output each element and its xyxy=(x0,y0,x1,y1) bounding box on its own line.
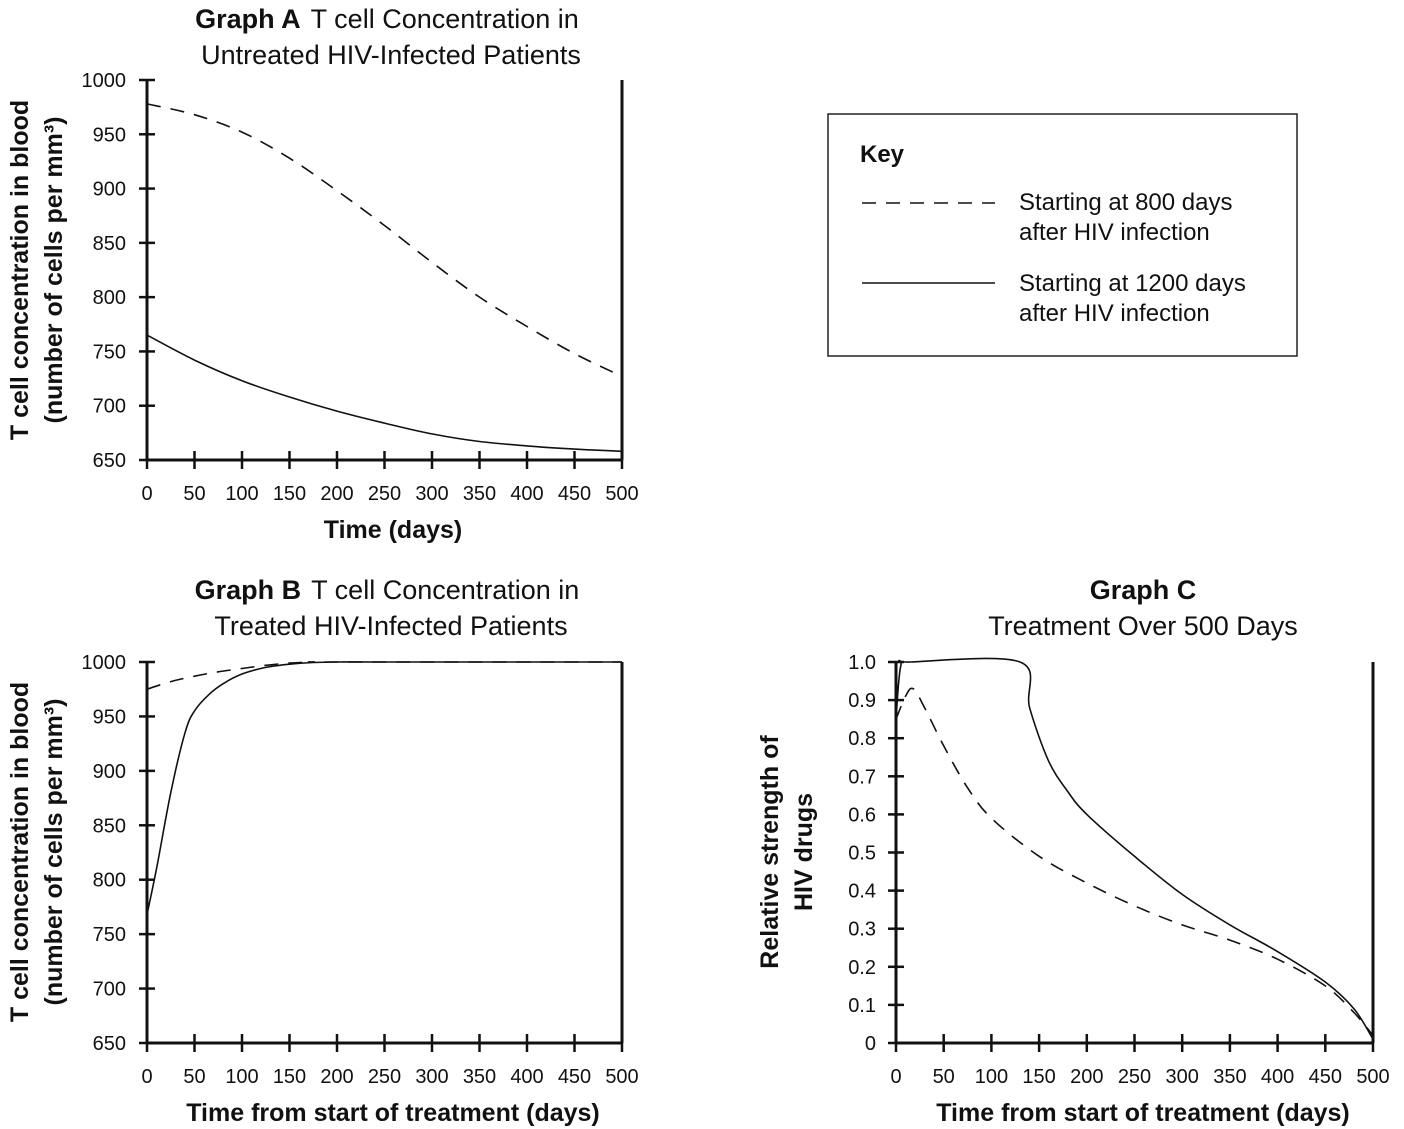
graph-c-y-tick-label: 0.6 xyxy=(848,804,876,826)
graph-c-x-tick-label: 450 xyxy=(1309,1066,1342,1088)
graph-c-y-tick-label: 0 xyxy=(865,1033,876,1055)
graph-c-x-tick-label: 400 xyxy=(1261,1066,1294,1088)
graph-a-x-tick-label: 300 xyxy=(415,483,448,505)
graph-b-x-tick-label: 450 xyxy=(558,1066,591,1088)
graph-b-x-tick-label: 350 xyxy=(463,1066,496,1088)
graph-c-ylabel-line2: HIV drugs xyxy=(790,793,818,911)
graph-c-x-tick-label: 0 xyxy=(890,1066,901,1088)
graph-b-dashed-series-line xyxy=(146,661,622,690)
graph-a-x-tick-label: 350 xyxy=(463,483,496,505)
graph-b-y-tick-label: 850 xyxy=(93,815,126,837)
graph-c-x-tick-label: 250 xyxy=(1118,1066,1151,1088)
graph-c-x-tick-label: 300 xyxy=(1166,1066,1199,1088)
graph-a-x-tick-label: 100 xyxy=(225,483,258,505)
graph-c-x-tick-label: 500 xyxy=(1356,1066,1389,1088)
graph-b-x-tick-label: 150 xyxy=(273,1066,306,1088)
legend-box xyxy=(827,113,1298,357)
graph-a-x-tick-label: 200 xyxy=(320,483,353,505)
graph-c-title-line1: Graph C xyxy=(1090,575,1197,605)
graph-b-title-line1: Graph B T cell Concentration in xyxy=(195,575,580,605)
graph-b-y-tick-label: 750 xyxy=(93,924,126,946)
graph-a-ylabel-line1: T cell concentration in blood xyxy=(6,100,34,440)
graph-b-title-text: T cell Concentration in xyxy=(311,575,579,605)
graph-c-x-tick-label: 100 xyxy=(975,1066,1008,1088)
graph-a-x-tick-label: 400 xyxy=(510,483,543,505)
graph-c-x-tick-label: 200 xyxy=(1070,1066,1103,1088)
graph-a-x-tick-label: 250 xyxy=(368,483,401,505)
graph-b-title-line2: Treated HIV-Infected Patients xyxy=(214,611,567,641)
graph-b-x-tick-label: 50 xyxy=(183,1066,205,1088)
graph-b-x-tick-label: 100 xyxy=(225,1066,258,1088)
graph-b-x-tick-label: 250 xyxy=(368,1066,401,1088)
graph-c-solid-series-line xyxy=(895,657,1374,1040)
graph-c-y-tick-label: 0.5 xyxy=(848,843,876,865)
graph-b-x-tick-label: 300 xyxy=(415,1066,448,1088)
graph-b-y-tick-label: 1000 xyxy=(82,652,127,674)
legend-solid-label-line1: Starting at 1200 days xyxy=(1019,270,1246,297)
graph-b-y-tick-label: 950 xyxy=(93,706,126,728)
graph-a-x-tick-label: 450 xyxy=(558,483,591,505)
legend-dashed-label-line2: after HIV infection xyxy=(1019,219,1210,246)
graph-a-x-tick-label: 150 xyxy=(273,483,306,505)
graph-c-x-tick-label: 50 xyxy=(933,1066,955,1088)
graph-c-y-tick-label: 0.4 xyxy=(848,881,876,903)
graph-b-title-bold: Graph B xyxy=(195,575,302,605)
graph-b-y-tick-label: 900 xyxy=(93,761,126,783)
graph-a-y-tick-label: 800 xyxy=(93,287,126,309)
graph-a-dashed-series-line xyxy=(146,103,623,378)
graph-c-y-tick-label: 1.0 xyxy=(848,652,876,674)
graph-a-ylabel-line2: (number of cells per mm³) xyxy=(40,117,68,424)
graph-a-y-tick-label: 700 xyxy=(93,396,126,418)
graph-c-x-tick-label: 150 xyxy=(1022,1066,1055,1088)
graph-c-y-tick-label: 0.2 xyxy=(848,957,876,979)
graph-a-y-tick-label: 850 xyxy=(93,233,126,255)
graph-c-xlabel: Time from start of treatment (days) xyxy=(936,1099,1350,1127)
graph-b-x-tick-label: 200 xyxy=(320,1066,353,1088)
legend-solid-label-line2: after HIV infection xyxy=(1019,300,1210,327)
graph-c-y-tick-label: 0.8 xyxy=(848,728,876,750)
graph-a-x-tick-label: 500 xyxy=(605,483,638,505)
graph-a-xlabel: Time (days) xyxy=(324,516,462,544)
graph-a-title-line2: Untreated HIV-Infected Patients xyxy=(201,40,581,70)
graph-b-ylabel-line2: (number of cells per mm³) xyxy=(40,699,68,1006)
graph-a-y-tick-label: 900 xyxy=(93,179,126,201)
graph-a-x-tick-label: 0 xyxy=(141,483,152,505)
graph-c-x-tick-label: 350 xyxy=(1213,1066,1246,1088)
graph-c-ylabel-line1: Relative strength of xyxy=(756,735,784,969)
graph-a-y-tick-label: 750 xyxy=(93,341,126,363)
graph-b-y-tick-label: 700 xyxy=(93,979,126,1001)
legend-dashed-label-line1: Starting at 800 days xyxy=(1019,189,1232,216)
graph-a-y-tick-label: 950 xyxy=(93,124,126,146)
graph-a-title-line1: Graph A T cell Concentration in xyxy=(195,4,579,34)
graph-c-y-tick-label: 0.7 xyxy=(848,766,876,788)
graph-a-title-text: T cell Concentration in xyxy=(311,4,579,34)
graph-b-ylabel-line1: T cell concentration in blood xyxy=(6,682,34,1022)
graph-c-dashed-series-line xyxy=(895,687,1374,1036)
graph-b-x-tick-label: 500 xyxy=(605,1066,638,1088)
graph-b-y-tick-label: 650 xyxy=(93,1033,126,1055)
graph-b-solid-series-line xyxy=(146,661,622,915)
graph-a-x-tick-label: 50 xyxy=(183,483,205,505)
graph-b-x-tick-label: 400 xyxy=(510,1066,543,1088)
graph-b-xlabel: Time from start of treatment (days) xyxy=(186,1099,600,1127)
graph-a-y-tick-label: 650 xyxy=(93,450,126,472)
graph-c-title-line2: Treatment Over 500 Days xyxy=(988,611,1298,641)
graph-c-y-tick-label: 0.1 xyxy=(848,995,876,1017)
graph-b-x-tick-label: 0 xyxy=(141,1066,152,1088)
legend-title: Key xyxy=(860,141,905,168)
graph-c-y-tick-label: 0.3 xyxy=(848,919,876,941)
legend: Key Starting at 800 days after HIV infec… xyxy=(827,113,1298,357)
graph-a-solid-series-line xyxy=(146,334,623,453)
graph-b-y-tick-label: 800 xyxy=(93,870,126,892)
graph-a-y-tick-label: 1000 xyxy=(82,70,127,92)
graph-c-y-tick-label: 0.9 xyxy=(848,690,876,712)
graph-a-title-bold: Graph A xyxy=(195,4,301,34)
